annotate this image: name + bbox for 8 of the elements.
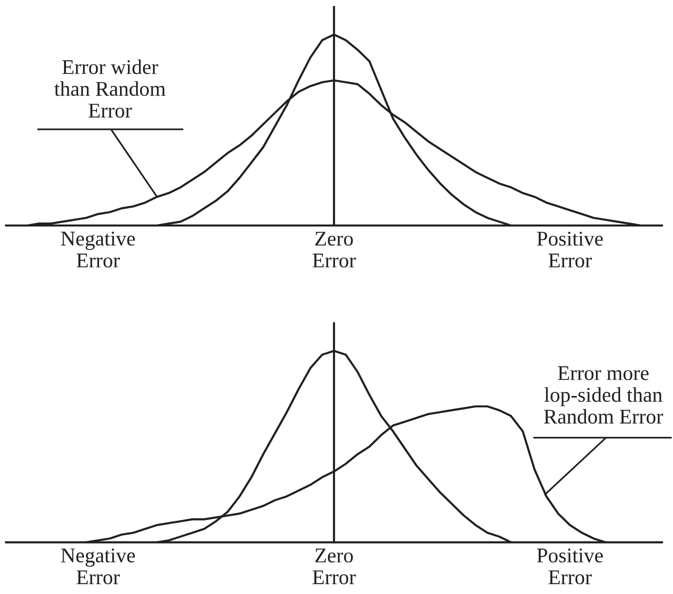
annotation: Error wider than Random Error: [54, 59, 166, 118]
x-tick-label: Negative Error: [61, 548, 135, 584]
x-tick-label: Negative Error: [61, 232, 135, 268]
x-tick-label: Positive Error: [537, 548, 603, 584]
x-tick-label: Positive Error: [537, 232, 603, 268]
x-tick-label: Zero Error: [312, 548, 356, 584]
annotation: Error more lop-sided than Random Error: [544, 366, 663, 424]
x-tick-label: Zero Error: [312, 232, 356, 268]
